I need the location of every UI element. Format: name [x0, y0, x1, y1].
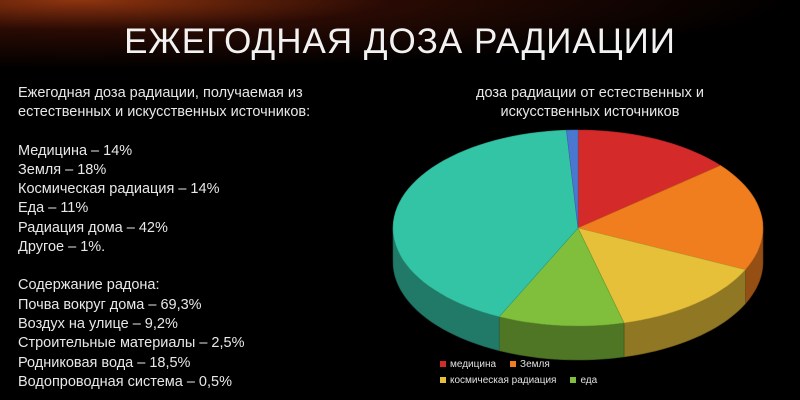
source-other: Другое – 1%. — [18, 239, 106, 256]
slide-title: ЕЖЕГОДНАЯ ДОЗА РАДИАЦИИ — [124, 22, 676, 61]
legend-row: космическая радиация еда — [440, 372, 780, 388]
chart-title: доза радиации от естественных и искусств… — [476, 85, 704, 120]
legend-item-медицина: медицина — [440, 359, 496, 370]
source-cosmic: Космическая радиация – 14% — [18, 181, 220, 198]
source-earth: Земля – 18% — [18, 161, 107, 178]
legend-swatch — [440, 361, 446, 367]
source-medicine: Медицина – 14% — [18, 142, 133, 159]
chart-legend: медицина Земля космическая радиация еда — [440, 356, 780, 388]
source-home: Радиация дома – 42% — [18, 219, 168, 236]
pie-slice-медицина — [577, 129, 722, 229]
pie-slice-еда — [498, 227, 625, 327]
legend-label: космическая радиация — [450, 374, 557, 386]
intro-line-2: естественных и искусственных источников: — [18, 104, 311, 121]
pie-slice-другое — [566, 129, 579, 229]
left-text-block: Ежегодная доза радиации, получаемая из е… — [18, 84, 378, 392]
legend-swatch — [570, 377, 577, 383]
radon-spring-water: Родниковая вода – 18,5% — [18, 354, 191, 371]
legend-label: Земля — [520, 358, 550, 370]
pie-slice-космическая радиация — [577, 227, 746, 324]
radon-plumbing: Водопроводная система – 0,5% — [18, 373, 232, 390]
legend-label: еда — [580, 374, 598, 386]
radon-materials: Строительные материалы – 2,5% — [18, 335, 245, 352]
legend-item-Земля: Земля — [510, 359, 550, 370]
pie-slice-Земля — [577, 165, 764, 271]
radon-heading: Содержание радона: — [18, 277, 160, 294]
radon-air: Воздух на улице – 9,2% — [18, 315, 178, 332]
source-food: Еда – 11% — [18, 200, 89, 217]
legend-item-космическая радиация: космическая радиация — [440, 375, 556, 386]
radon-soil: Почва вокруг дома – 69,3% — [18, 296, 202, 313]
intro-line-1: Ежегодная доза радиации, получаемая из — [18, 85, 303, 101]
legend-swatch — [440, 377, 446, 383]
background-glow — [0, 0, 800, 70]
legend-swatch — [510, 361, 517, 367]
legend-label: медицина — [450, 358, 497, 370]
legend-row: медицина Земля — [440, 356, 780, 372]
legend-item-еда: еда — [570, 375, 597, 386]
pie-slice-радиация дома — [392, 129, 579, 318]
